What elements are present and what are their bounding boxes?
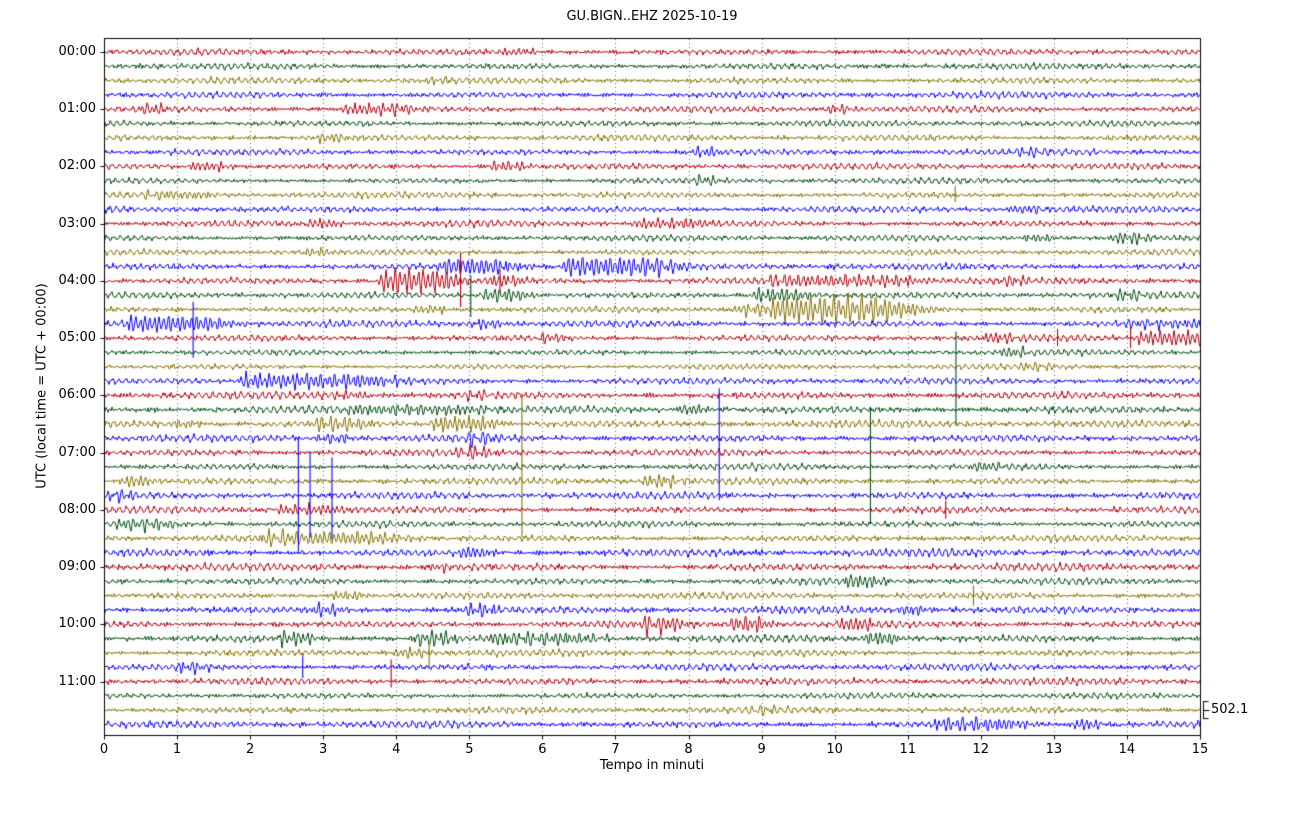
plot-title: GU.BIGN..EHZ 2025-10-19: [566, 9, 738, 24]
x-tick-label: 2: [245, 742, 255, 757]
y-tick-label: 01:00: [58, 101, 96, 117]
y-tick-label: 05:00: [58, 330, 96, 346]
x-tick-label: 4: [392, 742, 401, 757]
x-tick-label: 14: [1118, 742, 1136, 757]
y-tick-label: 08:00: [58, 501, 96, 517]
x-tick-label: 12: [972, 742, 990, 757]
y-tick-label: 03:00: [58, 215, 96, 231]
y-tick-label: 09:00: [58, 559, 96, 575]
x-tick-label: 15: [1191, 742, 1209, 757]
x-tick-label: 13: [1045, 742, 1063, 757]
y-tick-label: 10:00: [58, 616, 96, 632]
x-tick-label: 1: [172, 742, 182, 757]
y-tick-label: 02:00: [58, 158, 96, 174]
x-tick-label: 3: [319, 742, 328, 757]
y-tick-label: 04:00: [58, 272, 96, 288]
y-tick-label: 11:00: [58, 673, 96, 689]
y-tick-label: 07:00: [58, 444, 96, 460]
y-tick-label: 00:00: [58, 44, 96, 59]
x-tick-label: 7: [611, 742, 620, 757]
x-tick-label: 11: [899, 742, 916, 757]
x-tick-label: 0: [99, 742, 109, 757]
x-tick-label: 5: [465, 742, 474, 757]
x-tick-label: 6: [538, 742, 547, 757]
x-tick-label: 10: [826, 742, 843, 757]
x-axis-label: Tempo in minuti: [599, 758, 705, 773]
x-tick-label: 9: [757, 742, 766, 757]
amplitude-scale-label: 502.1: [1211, 702, 1249, 717]
y-tick-label: 06:00: [58, 387, 96, 403]
x-tick-label: 8: [684, 742, 693, 757]
